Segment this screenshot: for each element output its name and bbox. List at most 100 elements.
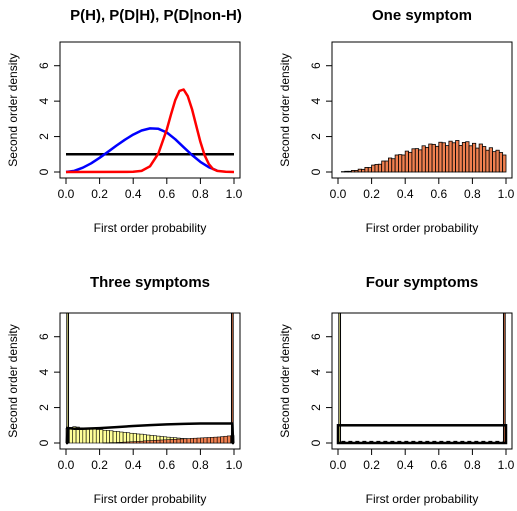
histogram-bar-yellow [82,427,87,444]
panel-2-plot-frame [331,41,513,179]
density-curve [65,422,235,445]
histogram-bar [414,148,420,173]
panel-2-y-ticks: 0 2 4 6 [309,62,333,175]
histogram-bar-red [196,437,201,444]
x-tick-label: 0.6 [158,458,175,472]
histogram-bar-red [163,439,168,444]
histogram-bar [367,167,372,173]
x-tick-label: 0.2 [91,187,108,201]
histogram-bar [471,142,477,173]
histogram-bar-red [149,440,154,444]
histogram-bar-red [216,436,221,444]
y-tick-label: 2 [309,404,323,411]
y-tick-label: 0 [309,168,323,175]
histogram-bar [404,150,409,173]
histogram-bar-red [116,442,121,444]
histogram-bar [448,140,453,173]
histogram-bar [418,149,423,173]
histogram-bar [421,145,426,173]
histogram-bar [424,146,430,173]
panel-1-y-axis-label: Second order density [6,53,20,166]
histogram-bar [344,170,349,173]
histogram-bar [445,145,450,173]
histogram-bar-red [142,440,147,444]
y-tick-label: 4 [37,97,51,104]
x-tick-label: 0.4 [125,187,142,201]
panel-3-y-axis-label: Second order density [6,324,20,437]
histogram-bar-yellow [79,427,84,444]
panel-prior-likelihoods: P(H), P(D|H), P(D|non-H) First order pro… [6,7,243,235]
histogram-bar-red [159,439,164,444]
histogram-bar-yellow [119,431,124,444]
histogram-bar [398,154,403,173]
histogram-bar [468,145,473,173]
panel-3-title: Three symptoms [90,274,210,291]
histogram-bar-red [166,439,171,444]
histogram-bar-red [176,438,181,444]
histogram-bar [458,145,463,173]
x-tick-label: 0.8 [464,187,481,201]
y-tick-label: 2 [309,133,323,140]
histogram-bar [428,143,433,173]
histogram-bar-red [183,438,188,444]
panel-1-plot-frame [59,41,241,179]
histogram-bar-yellow [109,430,114,444]
spike-red [502,313,506,444]
y-tick-label: 6 [309,62,323,69]
panel-3-marks [65,313,235,445]
histogram-bar-red [139,440,144,444]
x-tick-label: 1.0 [498,187,515,201]
y-tick-label: 4 [37,368,51,375]
panel-4-y-ticks: 0 2 4 6 [309,333,333,446]
panel-4-plot-frame [331,312,513,450]
histogram-bar [435,145,440,173]
histogram-bar-red [119,441,124,444]
y-tick-label: 2 [37,133,51,140]
panel-4-y-axis-label: Second order density [278,324,292,437]
histogram-bar [441,142,446,173]
histogram-bar-red [223,435,228,444]
panel-2-x-ticks: 0.0 0.2 0.4 0.6 0.8 1.0 [330,177,515,201]
panel-3-plot-frame [59,312,241,450]
histogram-bar-red [203,437,208,444]
histogram-bar [354,170,359,173]
histogram-bar [408,151,413,173]
x-tick-label: 0.4 [397,187,414,201]
histogram-bar [482,146,487,173]
histogram-bar-yellow [112,431,117,444]
histogram-bar-red [206,437,211,444]
histogram-bar [381,160,386,173]
histogram-bar [465,141,470,173]
histogram-bar-yellow [85,428,90,444]
density-curve-start [65,427,69,445]
histogram-bar [485,149,490,173]
histogram-bar-yellow [95,429,100,444]
panel-3-x-axis-label: First order probability [94,492,207,506]
histogram-bar-red [129,441,134,444]
histogram-bar [478,143,483,173]
panel-1-title: P(H), P(D|H), P(D|non-H) [70,7,242,24]
x-tick-label: 0.6 [158,187,175,201]
histogram-bar [488,147,493,173]
histogram-bar [351,170,356,173]
histogram-bar-red [122,441,127,444]
histogram-bar-red [153,440,158,444]
panel-4-marks [336,313,508,445]
histogram-bar [438,141,443,173]
density-box [336,424,508,445]
histogram-bar [401,154,406,173]
histogram-bar [455,140,460,173]
x-tick-label: 1.0 [498,458,515,472]
x-tick-label: 0.4 [125,458,142,472]
histogram-bar-red [132,441,137,444]
histogram-bar-red [213,436,218,444]
histogram-bar [374,163,379,173]
x-tick-label: 0.6 [430,458,447,472]
histogram-bar-red [226,435,231,444]
histogram-bar [377,163,383,173]
y-tick-label: 0 [37,168,51,175]
x-tick-label: 1.0 [226,458,243,472]
histogram-bar-yellow [106,430,110,444]
histogram-bar-yellow [116,431,121,444]
